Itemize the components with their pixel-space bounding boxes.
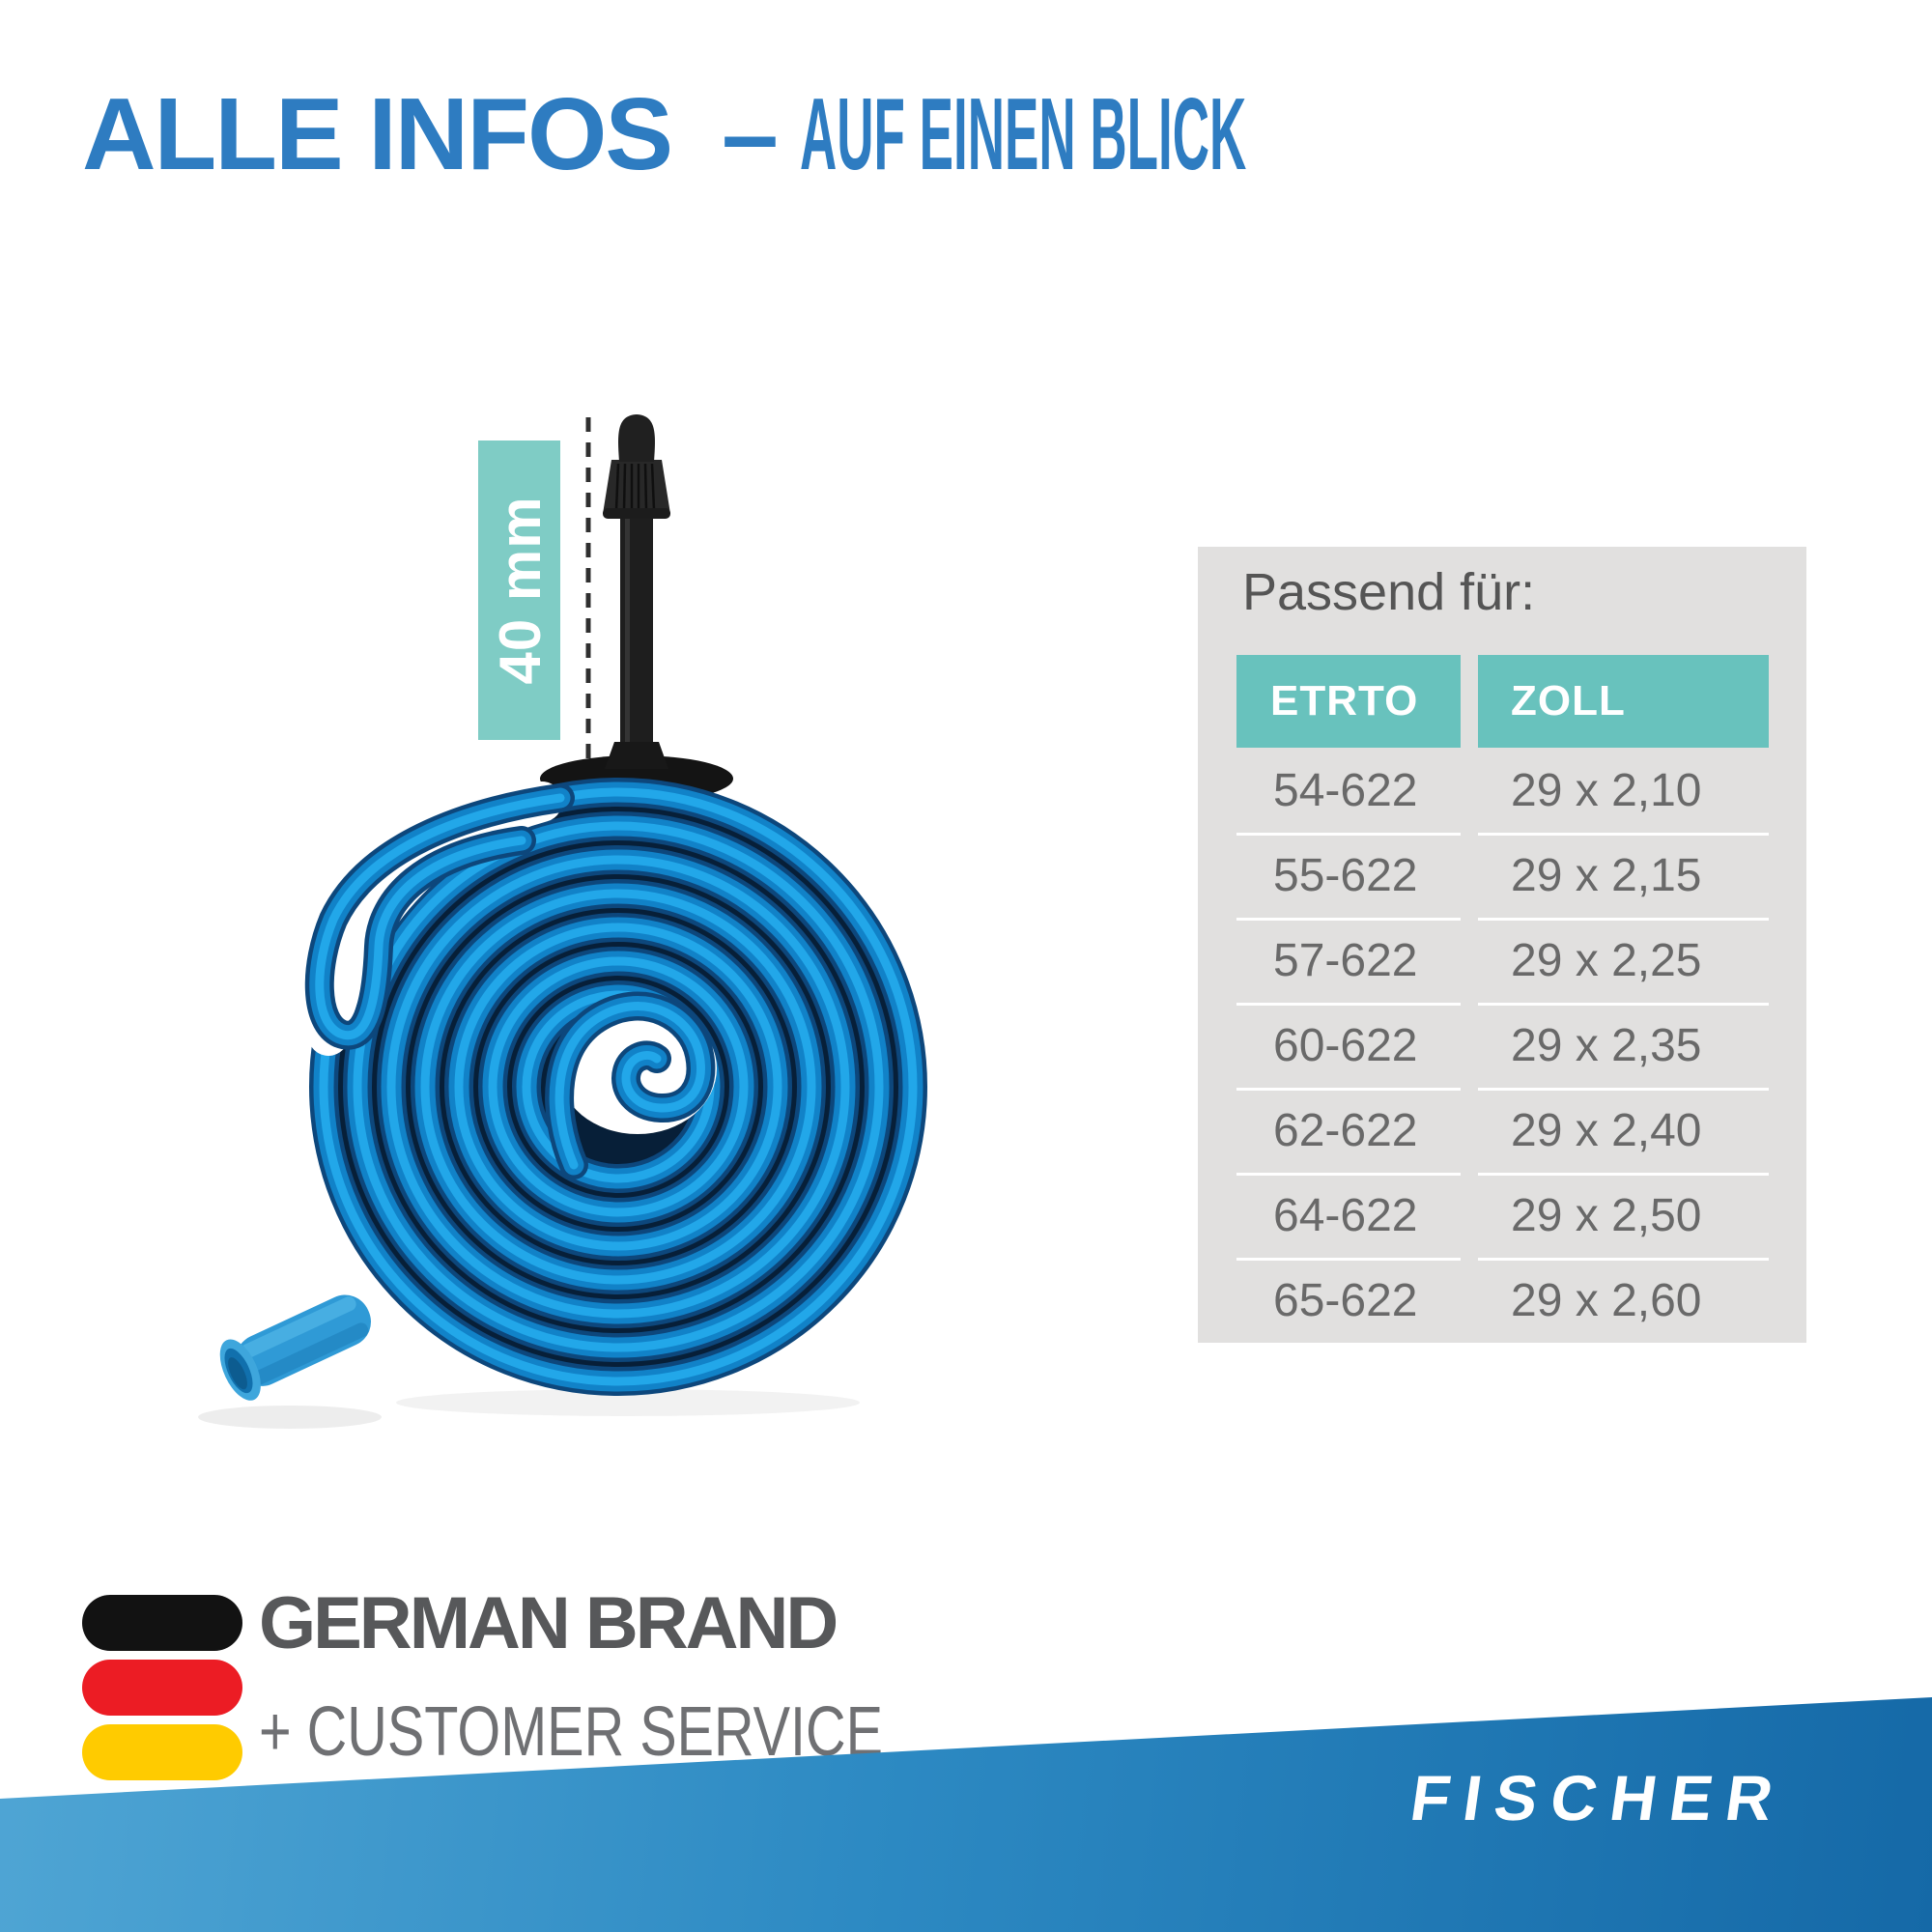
coil-shadow <box>396 1389 860 1416</box>
valve-length-text: 40 mm <box>488 496 553 684</box>
table-row: 55-622 29 x 2,15 <box>1198 833 1806 918</box>
flag-bar-red <box>82 1660 242 1716</box>
tube-tail-loop <box>304 783 575 1050</box>
tube-center-fold <box>545 991 716 1179</box>
fit-table-rows: 54-622 29 x 2,10 55-622 29 x 2,15 57-622… <box>1198 748 1806 1343</box>
zoll-value: 29 x 2,40 <box>1478 1088 1769 1173</box>
valve-knurl <box>603 460 670 514</box>
valve-length-label <box>478 440 560 740</box>
zoll-value: 29 x 2,50 <box>1478 1173 1769 1258</box>
etrto-value: 60-622 <box>1236 1003 1461 1088</box>
inner-tube-coil <box>304 778 927 1396</box>
table-row: 60-622 29 x 2,35 <box>1198 1003 1806 1088</box>
etrto-value: 62-622 <box>1236 1088 1461 1173</box>
fit-table-panel: Passend für: ETRTO ZOLL 54-622 29 x 2,10… <box>1198 547 1806 1343</box>
presta-valve <box>603 414 670 769</box>
zoll-value: 29 x 2,25 <box>1478 918 1769 1003</box>
coil-rings <box>309 778 927 1396</box>
page-title-highlight: ALLE INFOS <box>82 77 673 191</box>
valve-cap-top <box>618 414 655 462</box>
table-row: 57-622 29 x 2,25 <box>1198 918 1806 1003</box>
zoll-value: 29 x 2,60 <box>1478 1258 1769 1343</box>
zoll-value: 29 x 2,35 <box>1478 1003 1769 1088</box>
page-title-dash: – <box>722 77 779 191</box>
etrto-value: 54-622 <box>1273 764 1418 816</box>
fit-table-caption: Passend für: <box>1242 563 1536 621</box>
column-header-etrto: ETRTO <box>1236 655 1461 748</box>
page-title-rest: AUF EINEN BLICK <box>800 77 1247 191</box>
table-row: 65-622 29 x 2,60 <box>1198 1258 1806 1343</box>
etrto-value: 65-622 <box>1236 1258 1461 1343</box>
flag-bar-black <box>82 1595 242 1651</box>
inner-tube-illustration: 40 mm <box>198 414 927 1429</box>
german-flag-icon <box>82 1595 242 1789</box>
column-header-zoll: ZOLL <box>1478 655 1769 748</box>
fischer-logo: FISCHER <box>1406 1762 1791 1833</box>
zoll-value: 29 x 2,15 <box>1478 833 1769 918</box>
flag-bar-gold <box>82 1724 242 1780</box>
german-brand-text: GERMAN BRAND <box>259 1582 838 1664</box>
table-row: 62-622 29 x 2,40 <box>1198 1088 1806 1173</box>
etrto-value: 55-622 <box>1236 833 1461 918</box>
zoll-value: 29 x 2,10 <box>1511 764 1702 816</box>
etrto-value: 64-622 <box>1236 1173 1461 1258</box>
table-row: 54-622 29 x 2,10 <box>1198 748 1806 833</box>
customer-service-text: + CUSTOMER SERVICE <box>259 1693 884 1771</box>
cap-shadow <box>198 1406 382 1429</box>
valve-knurl-ribs <box>614 463 656 511</box>
valve-flange <box>605 742 668 769</box>
etrto-value: 57-622 <box>1236 918 1461 1003</box>
table-row: 64-622 29 x 2,50 <box>1198 1173 1806 1258</box>
valve-dust-cap <box>219 1294 371 1401</box>
